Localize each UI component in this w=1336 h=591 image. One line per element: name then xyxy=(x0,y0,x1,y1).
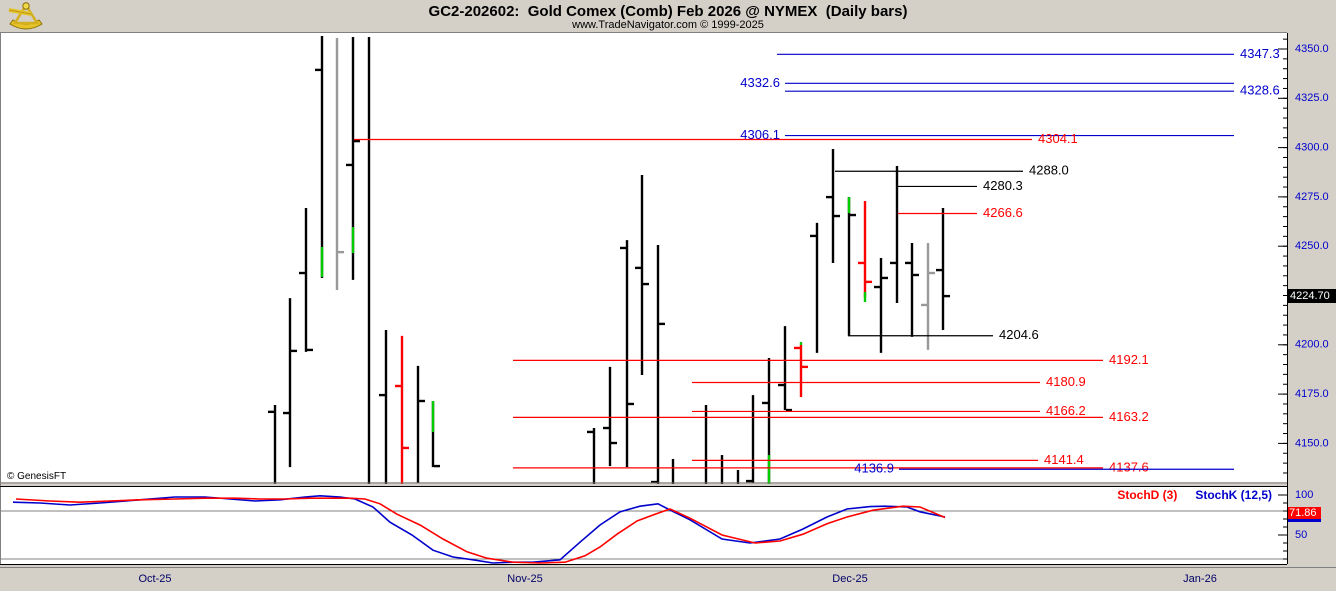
level-label: 4288.0 xyxy=(1029,163,1069,178)
stoch-series-d xyxy=(15,497,946,564)
date-axis-label: Nov-25 xyxy=(507,573,542,585)
level-label: 4192.1 xyxy=(1109,352,1149,367)
ohlc-bar xyxy=(826,148,840,263)
ohlc-bar xyxy=(847,197,856,336)
level-label: 4163.2 xyxy=(1109,409,1149,424)
price-axis-label: 4300.0 xyxy=(1295,142,1329,154)
level-lines-layer: 4347.3 4332.6 4328.6 4306.1 4304.1 4288.0 4280… xyxy=(354,46,1280,476)
chart-subtitle: www.TradeNavigator.com © 1999-2025 xyxy=(572,19,764,31)
level-label: 4166.2 xyxy=(1046,403,1086,418)
price-axis: 4350.0 4325.0 4300.0 4275.0 4250.0 4200.0 4175… xyxy=(1278,38,1329,474)
ohlc-bar xyxy=(921,243,935,350)
ohlc-bar xyxy=(315,35,324,278)
price-axis-label: 4200.0 xyxy=(1295,339,1329,351)
ohlc-bar xyxy=(874,258,888,353)
sextant-icon xyxy=(8,2,43,30)
level-label: 4180.9 xyxy=(1046,374,1086,389)
level-label: 4136.9 xyxy=(854,461,894,476)
stoch-axis-label: 100 xyxy=(1295,489,1313,501)
price-axis-label: 4250.0 xyxy=(1295,240,1329,252)
ohlc-bar xyxy=(335,37,344,290)
price-axis-label: 4175.0 xyxy=(1295,388,1329,400)
ohlc-bar xyxy=(635,175,649,375)
level-label: 4347.3 xyxy=(1240,46,1280,61)
price-axis-label: 4350.0 xyxy=(1295,43,1329,55)
date-axis-label: Jan-26 xyxy=(1183,573,1217,585)
stoch-axis: 100 50 xyxy=(1278,489,1313,560)
level-label: 4280.3 xyxy=(983,178,1023,193)
ohlc-bar xyxy=(395,335,409,485)
level-label: 4306.1 xyxy=(740,127,780,142)
ohlc-bar xyxy=(778,326,792,412)
stoch-axis-label: 50 xyxy=(1295,529,1307,541)
price-axis-label: 4275.0 xyxy=(1295,191,1329,203)
stoch-legend: StochD (3) StochK (12,5) xyxy=(1000,488,1272,502)
ohlc-bar xyxy=(858,201,872,303)
level-label: 4304.1 xyxy=(1038,131,1078,146)
chart-title: GC2-202602: Gold Comex (Comb) Feb 2026 @… xyxy=(428,3,908,20)
genesisft-credit: © GenesisFT xyxy=(7,471,67,482)
price-axis-label: 4150.0 xyxy=(1295,437,1329,449)
ohlc-bar xyxy=(416,365,425,484)
ohlc-bar xyxy=(620,240,634,468)
stoch-lines xyxy=(12,494,946,564)
current-price-badge: 4224.70 xyxy=(1288,289,1336,303)
main-chart-panel[interactable] xyxy=(1,33,1287,482)
level-label: 4204.6 xyxy=(999,327,1039,342)
ohlc-bar xyxy=(283,298,297,468)
ohlc-bar xyxy=(810,222,819,353)
date-axis-label: Dec-25 xyxy=(832,573,867,585)
level-label: 4328.6 xyxy=(1240,83,1280,98)
price-axis-label: 4325.0 xyxy=(1295,92,1329,104)
ohlc-bar xyxy=(603,366,617,467)
panel-borders xyxy=(0,32,1336,568)
level-label: 4266.6 xyxy=(983,205,1023,220)
stochk-legend-label: StochK (12,5) xyxy=(1195,488,1272,502)
date-axis: Oct-25 Nov-25 Dec-25 Jan-26 xyxy=(138,573,1216,585)
ohlc-bar xyxy=(299,207,313,352)
ohlc-bar xyxy=(587,428,596,485)
ohlc-bar xyxy=(936,207,950,331)
stoch-gridlines xyxy=(0,510,1287,560)
ohlc-bar xyxy=(346,36,360,280)
level-label: 4141.4 xyxy=(1044,452,1084,467)
ohlc-bar xyxy=(268,404,277,484)
ohlc-bar xyxy=(379,330,388,485)
stoch-panel[interactable] xyxy=(1,487,1287,564)
ohlc-bar xyxy=(890,165,899,303)
price-bars-layer xyxy=(268,35,950,485)
date-axis-label: Oct-25 xyxy=(138,573,171,585)
level-label: 4332.6 xyxy=(740,75,780,90)
stoch-value-badge: 71.86 xyxy=(1288,507,1321,522)
stochd-legend-label: StochD (3) xyxy=(1117,488,1178,502)
ohlc-bar xyxy=(651,245,665,485)
ohlc-bar xyxy=(905,243,919,337)
level-label: 4137.6 xyxy=(1109,459,1149,474)
genesisft-logo xyxy=(4,1,48,31)
ohlc-bar xyxy=(431,401,440,468)
ohlc-bar xyxy=(794,342,808,398)
